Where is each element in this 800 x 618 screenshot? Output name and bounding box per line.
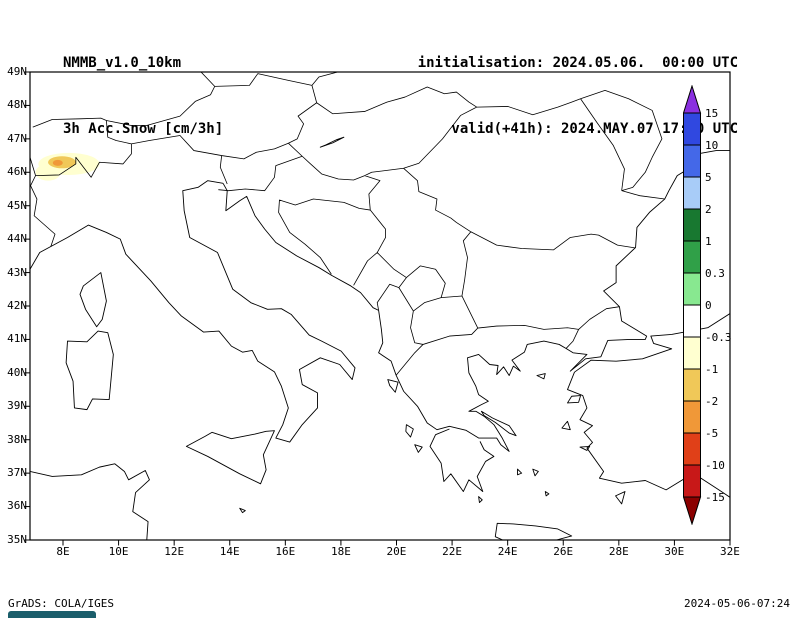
colorbar-segment [683,368,701,402]
islands [66,137,625,540]
colorbar-tick-label: 2 [705,203,712,216]
map-frame-svg [24,71,731,546]
lon-tick-label: 18E [330,545,351,558]
snow-contour-outer [35,163,61,181]
creation-timestamp: 2024-05-06-07:24 [684,597,790,610]
lat-tick-label: 38N [7,432,27,446]
lat-tick-label: 42N [7,298,27,312]
lat-tick-label: 39N [7,399,27,413]
lon-tick-label: 14E [219,545,240,558]
colorbar-segment [683,400,701,434]
colorbar-svg: 15 10 5 2 1 0.3 0 -0.3 -1 -2 -5 -10 -15 [683,85,732,525]
colorbar-segment [683,144,701,178]
colorbar-tick-label: -10 [705,459,725,472]
colorbar-tick-label: -15 [705,491,725,504]
colorbar-segment [683,208,701,242]
lat-tick-label: 43N [7,265,27,279]
lon-tick-label: 8E [56,545,70,558]
lat-tick-label: 46N [7,165,27,179]
lon-tick-label: 12E [164,545,185,558]
colorbar-tick-label: 1 [705,235,712,248]
lat-tick-label: 40N [7,365,27,379]
lat-axis-labels: 49N 48N 47N 46N 45N 44N 43N 42N 41N 40N 39N 38N 37N 3… [0,65,27,547]
snow-shading [35,152,100,181]
map-svg [30,72,730,540]
lon-tick-label: 10E [108,545,129,558]
colorbar-tick-label: 10 [705,139,718,152]
lat-tick-label: 44N [7,232,27,246]
title-block: NMMB_v1.0_10km 3h Acc.Snow [cm/3h] [63,8,223,184]
lat-tick-label: 45N [7,198,27,212]
lat-tick-label: 49N [7,65,27,78]
colorbar-segment [683,464,701,498]
coastlines [30,151,730,540]
colorbar-segment [683,240,701,274]
colorbar-arrow-top [683,85,702,114]
lon-tick-label: 30E [664,545,685,558]
lon-tick-label: 28E [608,545,629,558]
field-title: 3h Acc.Snow [cm/3h] [63,121,224,137]
colorbar-tick-label: 0.3 [705,267,725,280]
model-title: NMMB_v1.0_10km [63,55,182,71]
colorbar-segment [683,336,701,370]
grads-credit: GrADS: COLA/IGES [8,597,114,610]
colorbar-segment [683,272,701,306]
lat-tick-label: 48N [7,98,27,112]
snow-contour-core [52,159,63,166]
grads-logo-box [8,611,96,618]
colorbar-tick-label: -2 [705,395,718,408]
colorbar-tick-label: 5 [705,171,712,184]
lon-tick-label: 20E [386,545,407,558]
lon-tick-label: 16E [275,545,296,558]
colorbar-tick-label: -1 [705,363,718,376]
colorbar-segment [683,176,701,210]
colorbar-tick-label: 0 [705,299,712,312]
country-borders [30,72,665,375]
colorbar-segment [683,432,701,466]
lon-tick-label: 22E [442,545,462,558]
lon-axis-labels: 8E 10E 12E 14E 16E 18E 20E 22E 24E 26E 28E 30E 32E [43,545,750,559]
lon-tick-label: 24E [497,545,518,558]
lat-tick-label: 37N [7,466,27,480]
colorbar-segment [683,112,701,146]
lon-tick-label: 32E [720,545,740,558]
lon-tick-label: 26E [553,545,574,558]
colorbar-segment [683,304,701,338]
initialisation-line: initialisation: 2024.05.06. 00:00 UTC [417,55,738,71]
colorbar-tick-label: -5 [705,427,718,440]
colorbar-tick-label: 15 [705,107,718,120]
lat-tick-label: 36N [7,499,27,513]
lat-tick-label: 41N [7,332,27,346]
colorbar-arrow-bottom [683,496,702,525]
lat-tick-label: 35N [7,532,27,546]
lat-tick-label: 47N [7,131,27,145]
colorbar-tick-label: -0.3 [705,331,732,344]
